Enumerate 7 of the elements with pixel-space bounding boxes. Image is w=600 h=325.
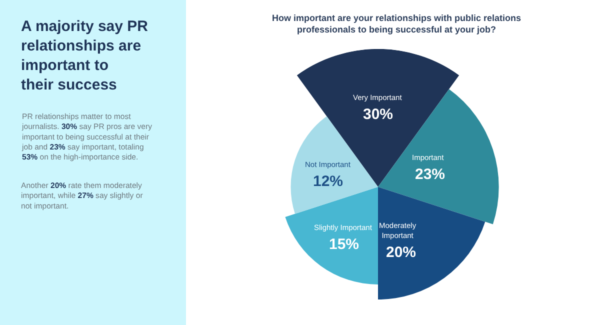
data-label: 15% xyxy=(329,236,360,253)
data-label: 20% xyxy=(386,244,416,261)
data-label: 30% xyxy=(363,106,394,123)
text: A majority say PR relationships are important to their success xyxy=(21,18,148,94)
data-label: 12% xyxy=(313,173,344,190)
text: How important are your relationships with public relations professionals to being successful at your job? xyxy=(272,13,522,35)
data-label: 23% xyxy=(415,166,446,183)
